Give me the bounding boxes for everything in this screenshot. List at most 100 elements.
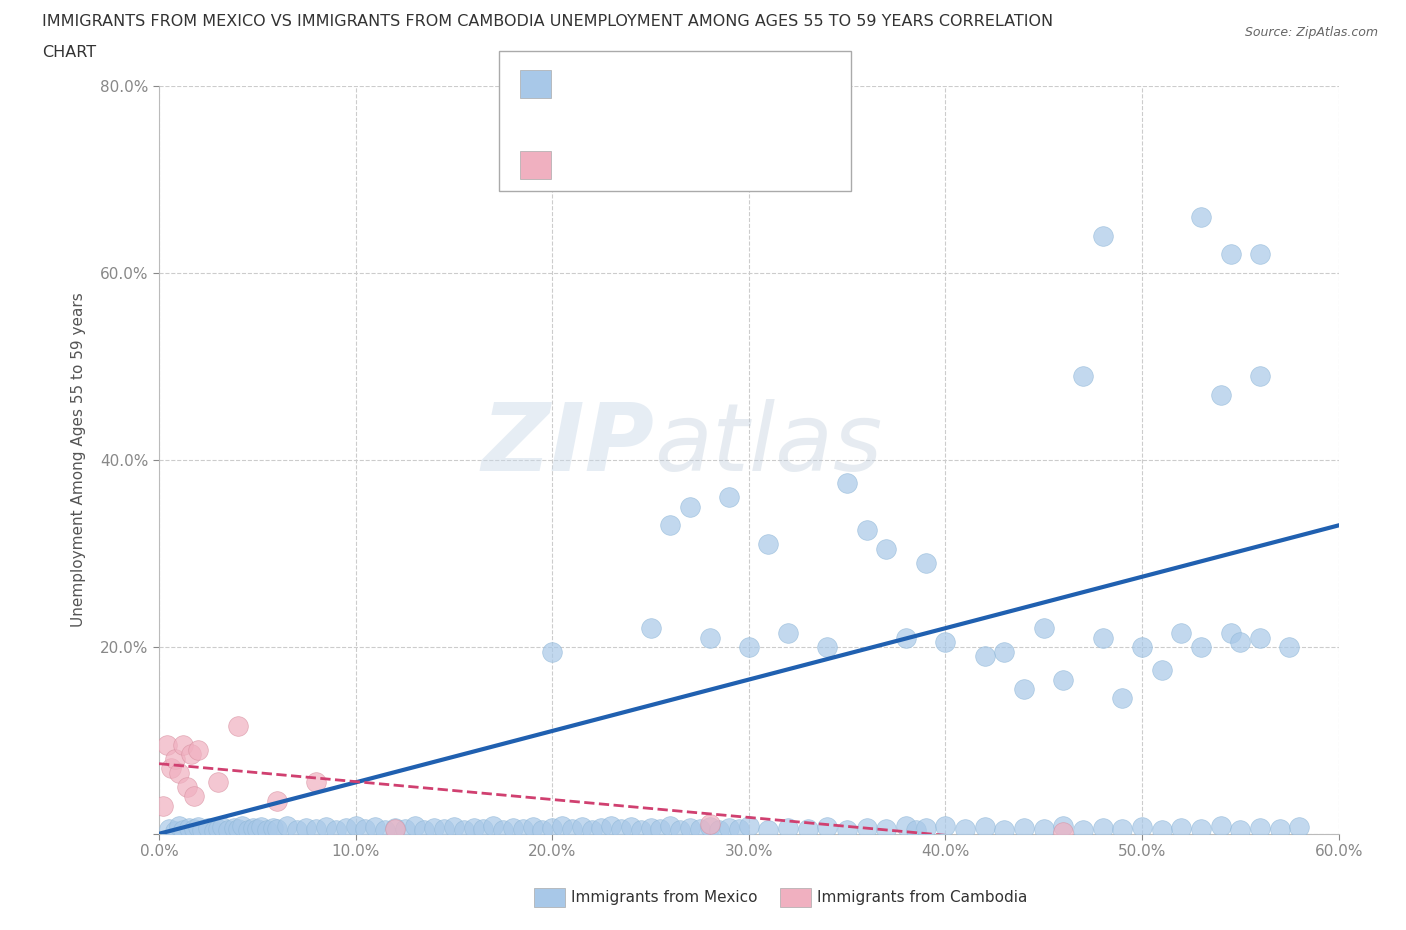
Point	[463, 821, 485, 836]
Point	[1012, 821, 1035, 836]
Point	[384, 822, 406, 837]
Point	[541, 644, 564, 659]
Point	[934, 635, 956, 650]
Point	[973, 649, 995, 664]
Point	[875, 541, 897, 556]
Point	[222, 821, 245, 836]
Point	[305, 775, 328, 790]
Point	[512, 822, 534, 837]
Point	[914, 555, 936, 570]
Point	[423, 821, 446, 836]
Point	[1130, 640, 1153, 655]
Point	[699, 820, 721, 835]
Point	[285, 823, 308, 838]
Point	[276, 819, 298, 834]
Point	[837, 823, 859, 838]
Text: atlas: atlas	[654, 400, 883, 490]
Point	[571, 820, 593, 835]
Point	[163, 751, 186, 766]
Point	[344, 819, 367, 834]
Point	[620, 820, 643, 835]
Point	[904, 823, 927, 838]
Text: N =  17: N = 17	[686, 154, 759, 173]
Point	[266, 822, 288, 837]
Point	[315, 820, 337, 835]
Text: Immigrants from Cambodia: Immigrants from Cambodia	[817, 890, 1028, 905]
Point	[993, 644, 1015, 659]
Point	[335, 821, 357, 836]
Text: Immigrants from Mexico: Immigrants from Mexico	[571, 890, 758, 905]
Point	[1288, 820, 1310, 835]
Point	[211, 820, 233, 835]
Point	[1052, 825, 1074, 840]
Point	[163, 824, 186, 839]
Point	[404, 819, 426, 834]
Text: CHART: CHART	[42, 45, 96, 60]
Point	[160, 761, 183, 776]
Point	[250, 820, 273, 835]
Point	[914, 821, 936, 836]
Point	[1189, 209, 1212, 224]
Point	[934, 819, 956, 834]
Point	[1278, 640, 1301, 655]
Text: N = 100: N = 100	[686, 73, 766, 92]
Point	[152, 798, 174, 813]
Point	[1071, 368, 1094, 383]
Point	[482, 819, 505, 834]
Point	[191, 823, 214, 838]
Point	[179, 747, 201, 762]
Point	[894, 631, 917, 645]
Point	[640, 620, 662, 635]
Point	[295, 821, 318, 836]
Point	[1012, 682, 1035, 697]
Point	[246, 822, 269, 837]
Point	[325, 823, 347, 838]
Point	[709, 823, 731, 838]
Point	[157, 822, 180, 837]
Point	[855, 821, 877, 836]
Point	[217, 823, 239, 838]
Point	[728, 822, 751, 837]
Point	[561, 822, 583, 837]
Point	[1229, 823, 1251, 838]
Point	[778, 625, 800, 640]
Point	[1249, 631, 1271, 645]
Point	[778, 821, 800, 836]
Point	[262, 821, 284, 836]
Point	[394, 822, 416, 837]
Point	[1111, 822, 1133, 837]
Point	[433, 822, 456, 837]
Point	[374, 823, 396, 838]
Point	[187, 742, 209, 757]
Text: Source: ZipAtlas.com: Source: ZipAtlas.com	[1244, 26, 1378, 39]
Point	[384, 821, 406, 836]
Text: -0.277: -0.277	[596, 154, 661, 173]
Point	[207, 822, 229, 837]
Point	[689, 822, 711, 837]
Point	[718, 821, 741, 836]
Point	[156, 737, 179, 752]
Point	[176, 779, 198, 794]
Point	[758, 537, 780, 551]
Point	[1268, 822, 1291, 837]
Point	[492, 823, 515, 838]
Point	[541, 821, 564, 836]
Point	[738, 640, 761, 655]
Point	[669, 823, 692, 838]
Point	[167, 765, 190, 780]
Point	[226, 719, 249, 734]
Point	[167, 819, 190, 834]
Point	[453, 823, 475, 838]
Point	[354, 822, 377, 837]
Point	[679, 821, 702, 836]
Point	[207, 775, 229, 790]
Point	[551, 819, 574, 834]
Point	[600, 819, 623, 834]
Point	[1189, 640, 1212, 655]
Point	[183, 822, 205, 837]
Y-axis label: Unemployment Among Ages 55 to 59 years: Unemployment Among Ages 55 to 59 years	[72, 293, 86, 628]
Point	[837, 476, 859, 491]
Point	[630, 823, 652, 838]
Point	[1209, 387, 1232, 402]
Point	[1150, 663, 1173, 678]
